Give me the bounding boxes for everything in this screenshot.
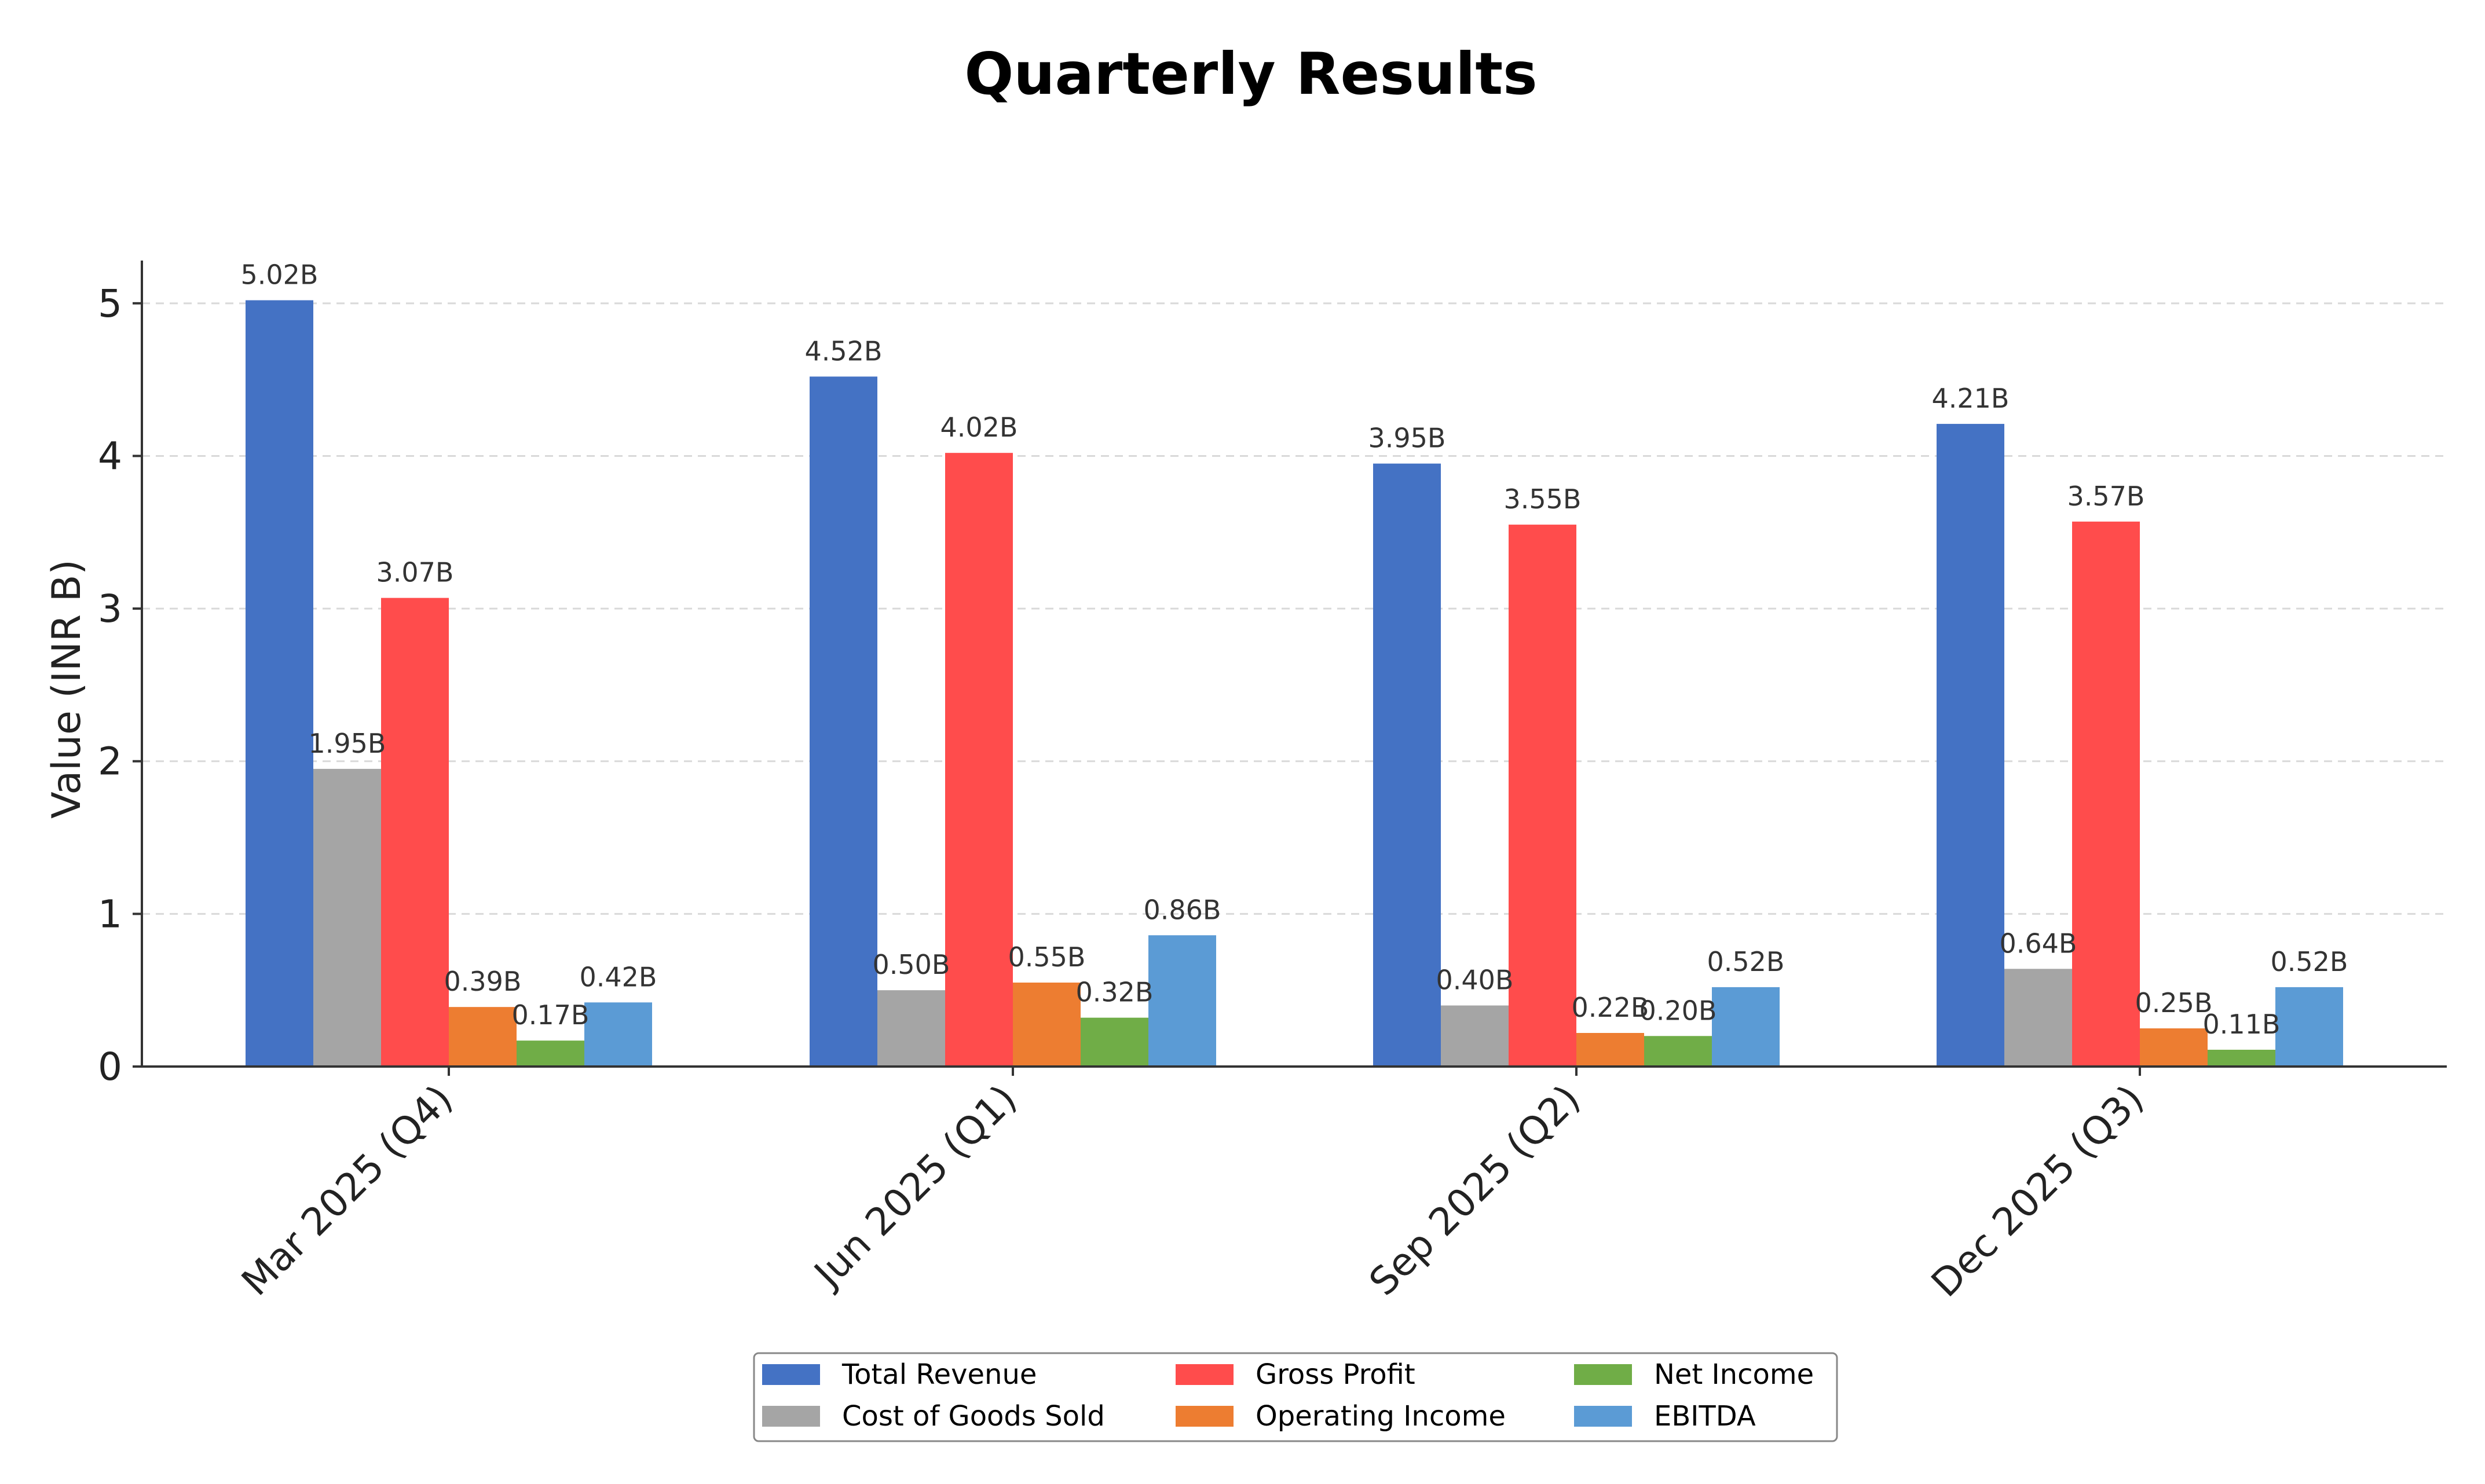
data-label-gross-profit-2: 4.02B	[940, 412, 1018, 443]
legend-item-cost-of-goods-sold: Cost of Goods Sold	[762, 1400, 1105, 1432]
legend-swatch	[762, 1364, 820, 1385]
y-tick-label-3: 3	[98, 587, 122, 631]
chart-title: Quarterly Results	[964, 40, 1537, 108]
y-axis-label: Value (INR B)	[44, 559, 90, 819]
legend-swatch	[762, 1406, 820, 1427]
legend-item-operating-income: Operating Income	[1176, 1400, 1506, 1432]
legend-label: Net Income	[1654, 1358, 1814, 1391]
y-tick-label-5: 5	[98, 281, 122, 326]
bar-total-revenue-4	[1937, 424, 2004, 1067]
bar-ebitda-2	[1148, 935, 1216, 1067]
data-label-cost-of-goods-sold-1: 1.95B	[309, 728, 386, 759]
legend-swatch	[1176, 1406, 1234, 1427]
data-label-cost-of-goods-sold-3: 0.40B	[1436, 965, 1514, 996]
bar-total-revenue-3	[1373, 463, 1441, 1067]
legend-label: Total Revenue	[841, 1358, 1037, 1391]
legend-label: Gross Profit	[1256, 1358, 1415, 1391]
x-tick-label-4: Dec 2025 (Q3)	[1923, 1076, 2152, 1306]
legend: Total Revenue Cost of Goods Sold Gross Pro…	[753, 1352, 1838, 1442]
bars	[246, 300, 2343, 1067]
y-tick-label-0: 0	[98, 1045, 122, 1089]
data-label-net-income-2: 0.32B	[1076, 977, 1154, 1008]
bar-net-income-3	[1644, 1036, 1712, 1067]
y-axis-ticks: 0 1 2 3 4 5	[98, 281, 142, 1089]
legend-label: Cost of Goods Sold	[842, 1400, 1105, 1432]
data-label-operating-income-1: 0.39B	[444, 966, 522, 997]
data-label-ebitda-3: 0.52B	[1707, 946, 1785, 977]
bar-ebitda-4	[2275, 987, 2343, 1067]
legend-label: Operating Income	[1256, 1400, 1506, 1432]
legend-item-gross-profit: Gross Profit	[1176, 1358, 1415, 1391]
bar-cost-of-goods-sold-4	[2004, 969, 2072, 1067]
legend-item-total-revenue: Total Revenue	[762, 1358, 1037, 1391]
bar-net-income-4	[2208, 1050, 2275, 1067]
data-label-gross-profit-3: 3.55B	[1504, 483, 1582, 515]
legend-box	[753, 1352, 1838, 1442]
data-label-net-income-3: 0.20B	[1639, 995, 1717, 1026]
bar-cost-of-goods-sold-2	[877, 990, 945, 1067]
bar-net-income-2	[1081, 1017, 1148, 1067]
legend-swatch	[1574, 1364, 1632, 1385]
x-tick-label-3: Sep 2025 (Q2)	[1361, 1076, 1589, 1305]
data-label-gross-profit-1: 3.07B	[376, 557, 454, 588]
data-label-total-revenue-2: 4.52B	[805, 335, 883, 367]
data-label-cost-of-goods-sold-4: 0.64B	[2000, 928, 2077, 959]
bar-ebitda-3	[1712, 987, 1780, 1067]
x-tick-label-1: Mar 2025 (Q4)	[233, 1076, 462, 1305]
legend-swatch	[1574, 1406, 1632, 1427]
legend-swatch	[1176, 1364, 1234, 1385]
bar-cost-of-goods-sold-3	[1441, 1005, 1509, 1067]
bar-operating-income-4	[2140, 1028, 2208, 1067]
bar-net-income-1	[517, 1040, 584, 1067]
legend-item-ebitda: EBITDA	[1574, 1400, 1756, 1432]
data-label-net-income-1: 0.17B	[512, 999, 590, 1031]
data-label-total-revenue-4: 4.21B	[1932, 383, 2010, 414]
data-label-ebitda-4: 0.52B	[2271, 946, 2348, 977]
data-label-operating-income-4: 0.25B	[2135, 987, 2213, 1018]
data-labels: 5.02B 4.52B 3.95B 4.21B 1.95B 0.50B 0.40B 0.64B…	[241, 259, 2348, 1040]
y-tick-label-2: 2	[98, 739, 122, 784]
bar-ebitda-1	[584, 1002, 652, 1067]
bar-operating-income-3	[1576, 1033, 1644, 1067]
bar-total-revenue-2	[810, 376, 877, 1067]
data-label-gross-profit-4: 3.57B	[2067, 481, 2145, 512]
bar-gross-profit-3	[1509, 525, 1576, 1067]
x-tick-label-2: Jun 2025 (Q1)	[804, 1076, 1025, 1297]
data-label-operating-income-3: 0.22B	[1572, 992, 1649, 1023]
bar-cost-of-goods-sold-1	[313, 768, 381, 1067]
data-label-ebitda-2: 0.86B	[1144, 894, 1221, 925]
grid-lines	[142, 302, 2447, 915]
data-label-total-revenue-1: 5.02B	[241, 259, 319, 291]
data-label-ebitda-1: 0.42B	[580, 961, 657, 992]
bar-operating-income-2	[1013, 983, 1081, 1067]
y-tick-label-1: 1	[98, 892, 122, 936]
legend-item-net-income: Net Income	[1574, 1358, 1814, 1391]
data-label-operating-income-2: 0.55B	[1008, 941, 1086, 973]
bar-gross-profit-1	[381, 598, 449, 1067]
bar-total-revenue-1	[246, 300, 313, 1067]
data-label-total-revenue-3: 3.95B	[1368, 423, 1446, 454]
bar-operating-income-1	[449, 1007, 517, 1067]
x-axis-ticks: Mar 2025 (Q4) Jun 2025 (Q1) Sep 2025 (Q2) D…	[233, 1067, 2152, 1306]
data-label-net-income-4: 0.11B	[2203, 1009, 2281, 1040]
data-label-cost-of-goods-sold-2: 0.50B	[873, 949, 950, 980]
y-tick-label-4: 4	[98, 434, 122, 478]
bar-gross-profit-4	[2072, 521, 2140, 1067]
legend-label: EBITDA	[1654, 1400, 1756, 1432]
legend-items: Total Revenue Cost of Goods Sold Gross Pro…	[762, 1358, 1814, 1432]
bar-gross-profit-2	[945, 453, 1013, 1067]
